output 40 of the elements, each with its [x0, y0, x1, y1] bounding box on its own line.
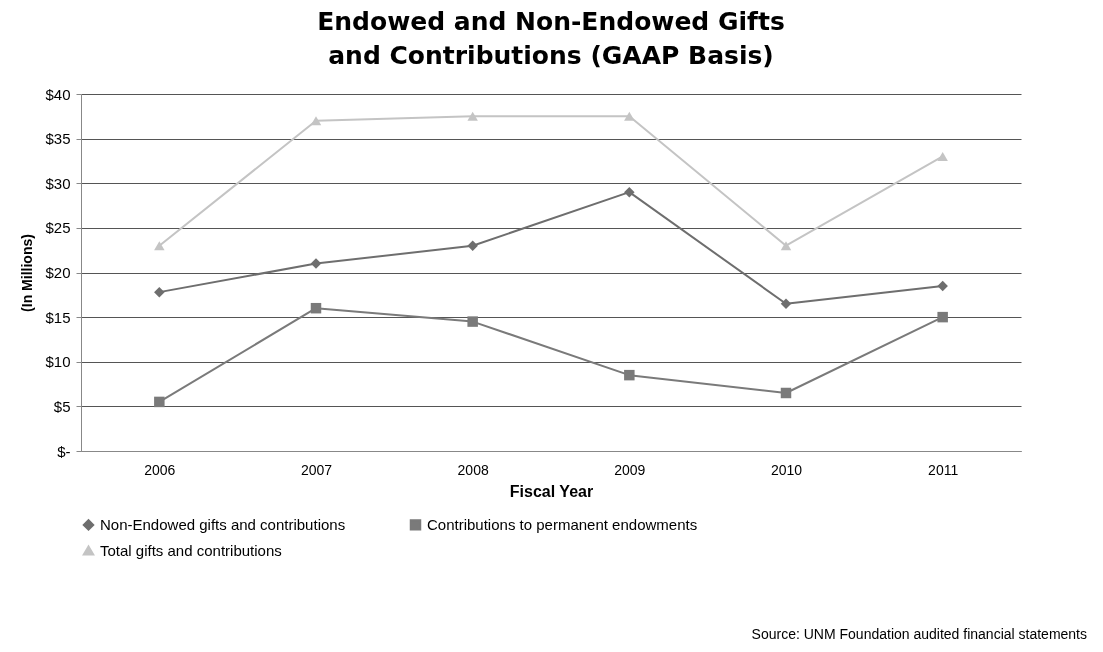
y-tick-label: $10: [45, 353, 71, 371]
point: [310, 258, 322, 269]
x-tick-label: 2007: [300, 461, 333, 478]
x-axis-title: Fiscal Year: [509, 482, 594, 500]
y-tick-label: $5: [53, 397, 71, 415]
x-tick-label: 2008: [457, 461, 489, 478]
point: [154, 396, 165, 408]
point: [310, 116, 322, 126]
point: [780, 298, 792, 309]
x-tick-label: 2009: [614, 461, 646, 478]
y-tick-label: $25: [45, 219, 71, 237]
point: [624, 369, 635, 381]
y-axis-title: (In Millions): [19, 234, 36, 312]
x-tick-label: 2010: [770, 461, 803, 478]
legend-label: Total gifts and contributions: [100, 541, 282, 559]
point: [937, 151, 948, 162]
point: [624, 186, 635, 198]
y-tick-label: $15: [45, 308, 71, 326]
chart-title: Endowed and Non-Endowed Gifts and Contributions (GAAP Basis): [317, 7, 785, 70]
legend-label: Non-Endowed gifts and contributions: [100, 515, 346, 533]
point: [154, 241, 165, 251]
legend-label: Contributions to permanent endowments: [427, 515, 698, 533]
point: [154, 286, 165, 298]
x-tick-label: 2011: [928, 461, 959, 478]
point: [467, 240, 478, 251]
y-tick-label: $-: [57, 442, 71, 460]
y-tick-label: $40: [45, 85, 71, 103]
point: [937, 280, 948, 292]
point: [467, 316, 478, 327]
point: [937, 311, 948, 323]
x-tick-label: 2006: [144, 461, 176, 478]
y-tick-label: $30: [45, 174, 71, 192]
point: [310, 302, 322, 314]
y-tick-label: $35: [45, 130, 71, 148]
source-note: Source: UNM Foundation audited financial statements: [751, 626, 1087, 642]
point: [624, 111, 635, 121]
point: [467, 111, 478, 121]
point: [780, 241, 792, 251]
point: [780, 387, 792, 399]
y-tick-label: $20: [45, 264, 71, 281]
